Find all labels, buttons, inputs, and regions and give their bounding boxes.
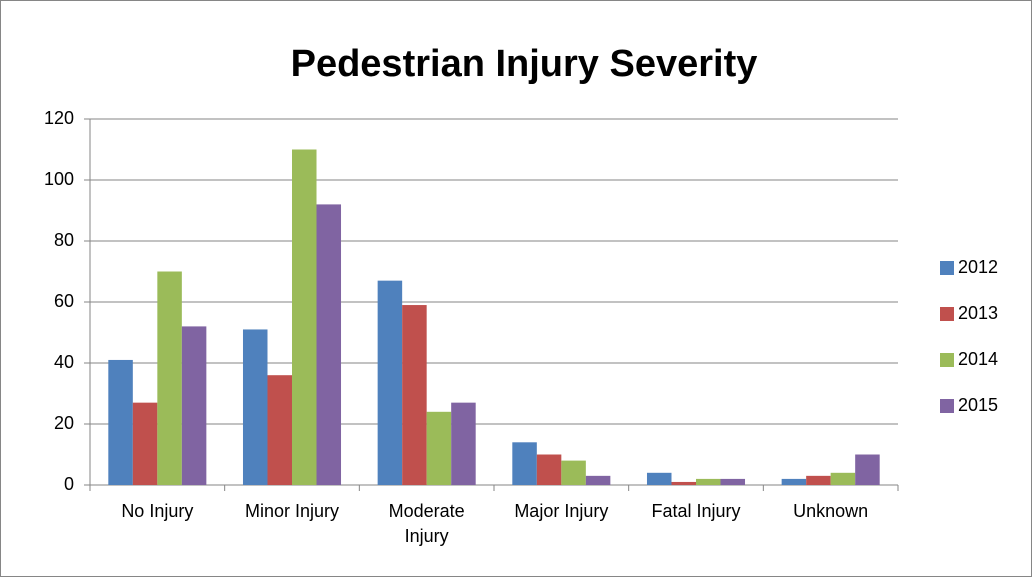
y-tick-label: 0 [64, 474, 74, 494]
bar [585, 475, 611, 485]
y-tick-label: 100 [44, 169, 74, 189]
x-tick-label: Major Injury [514, 501, 609, 521]
x-tick-label: Fatal Injury [651, 501, 741, 521]
bar [181, 326, 207, 485]
bar [132, 402, 158, 485]
legend-label: 2012 [958, 257, 998, 277]
legend-label: 2013 [958, 303, 998, 323]
legend-swatch [940, 261, 954, 275]
x-tick-label: No Injury [121, 501, 194, 521]
bar [671, 481, 696, 485]
bar [377, 280, 403, 485]
chart-title: Pedestrian Injury Severity [291, 43, 758, 85]
bar [402, 305, 427, 485]
bar [720, 478, 746, 485]
legend-swatch [940, 353, 954, 367]
bar [451, 402, 476, 485]
bar [292, 149, 317, 485]
bar [781, 478, 807, 485]
y-tick-label: 20 [54, 413, 74, 433]
bar [536, 454, 562, 485]
bar [696, 478, 721, 485]
y-tick-label: 60 [54, 291, 74, 311]
bar [830, 472, 856, 485]
bar [267, 375, 292, 485]
bar [242, 329, 268, 485]
bar [806, 475, 831, 485]
legend-swatch [940, 399, 954, 413]
bar [108, 359, 133, 485]
bar [561, 460, 586, 485]
x-tick-label: Moderate Injury [388, 501, 465, 546]
bar [157, 271, 182, 485]
x-tick-label: Unknown [793, 501, 869, 521]
bar [646, 472, 672, 485]
legend-label: 2015 [958, 395, 998, 415]
y-tick-label: 40 [54, 352, 74, 372]
legend-swatch [940, 307, 954, 321]
legend-label: 2014 [958, 349, 998, 369]
bar [512, 442, 537, 485]
bar [426, 411, 452, 485]
bar [855, 454, 880, 485]
bar [316, 204, 342, 485]
y-tick-label: 120 [44, 108, 74, 128]
x-tick-label: Minor Injury [244, 501, 339, 521]
y-tick-label: 80 [54, 230, 74, 250]
